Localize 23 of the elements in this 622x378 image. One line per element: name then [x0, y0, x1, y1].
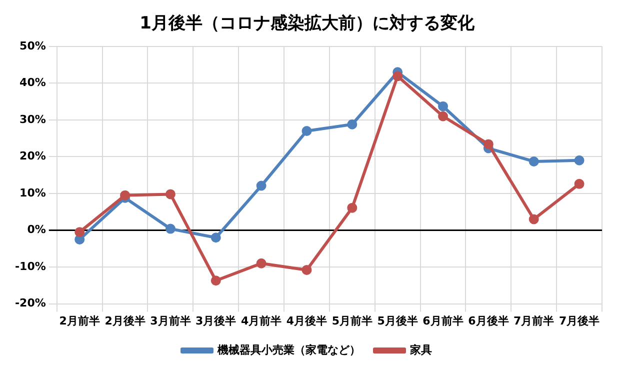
legend-label: 機械器具小売業（家電など）	[216, 343, 360, 356]
x-tick-label: 4月前半	[240, 314, 282, 328]
y-tick-label: 30%	[20, 112, 46, 126]
x-tick-label: 2月前半	[59, 314, 100, 328]
y-tick-label: 20%	[20, 150, 46, 163]
x-tick-label: 5月前半	[332, 314, 372, 328]
legend-label: 家具	[409, 343, 432, 356]
x-tick-label: 4月後半	[286, 314, 328, 328]
y-tick-label: -10%	[14, 260, 46, 273]
y-tick-label: 40%	[20, 76, 46, 90]
y-tick-label: 50%	[20, 39, 46, 52]
x-tick-label: 7月前半	[514, 314, 554, 328]
x-tick-label: 6月前半	[422, 314, 464, 328]
y-tick-label: 10%	[20, 186, 46, 200]
x-tick-label: 3月後半	[196, 314, 236, 328]
y-tick-label: -20%	[14, 296, 46, 310]
x-tick-label: 2月後半	[104, 314, 146, 328]
x-tick-label: 6月後半	[468, 314, 509, 328]
x-tick-label: 3月前半	[150, 314, 191, 328]
x-tick-label: 7月後半	[558, 314, 600, 328]
x-tick-label: 5月後半	[377, 314, 418, 328]
chart-title: 1月後半（コロナ感染拡大前）に対する変化	[140, 14, 476, 34]
y-tick-label: 0%	[27, 223, 46, 236]
